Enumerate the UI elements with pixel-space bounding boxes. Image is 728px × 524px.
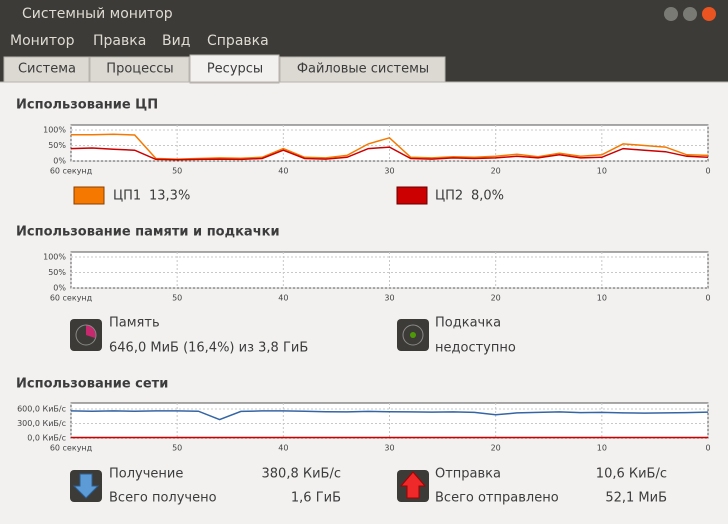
series-line [70, 410, 709, 421]
x-tick-label: 20 [491, 167, 501, 176]
receive-value: 380,8 КиБ/с [262, 467, 341, 482]
tab-label[interactable]: Ресурсы [207, 62, 263, 77]
tab-label[interactable]: Файловые системы [297, 62, 429, 77]
close-button[interactable] [702, 7, 716, 21]
x-tick-label: 50 [172, 444, 182, 453]
send-icon[interactable] [397, 470, 429, 502]
memory-icon[interactable] [70, 319, 102, 351]
window-title: Системный монитор [22, 6, 173, 22]
maximize-button[interactable] [683, 7, 697, 21]
x-tick-label: 10 [597, 167, 607, 176]
x-tick-label: 40 [278, 444, 288, 453]
x-tick-label: 30 [384, 444, 394, 453]
network-chart: 600,0 КиБ/с 300,0 КиБ/с 0,0 КиБ/с60 секунд… [17, 402, 711, 453]
menu-item[interactable]: Вид [162, 33, 190, 49]
y-tick-label: 50% [48, 141, 66, 150]
y-tick-label: 0% [53, 284, 66, 293]
y-tick-label: 300,0 КиБ/с [17, 419, 66, 428]
menu-item[interactable]: Справка [207, 33, 269, 49]
minimize-button[interactable] [664, 7, 678, 21]
y-tick-label: 0,0 КиБ/с [27, 434, 66, 443]
menu-item[interactable]: Правка [93, 33, 146, 49]
swap-detail: недоступно [435, 341, 516, 356]
send-total: 52,1 МиБ [605, 491, 667, 506]
x-tick-label: 10 [597, 444, 607, 453]
x-tick-label: 30 [384, 167, 394, 176]
tab-label[interactable]: Система [18, 62, 76, 77]
legend-value: 13,3% [149, 189, 190, 204]
x-tick-label: 50 [172, 294, 182, 303]
x-tick-label: 40 [278, 167, 288, 176]
x-tick-label: 60 секунд [50, 167, 93, 176]
y-tick-label: 50% [48, 268, 66, 277]
tab[interactable] [189, 54, 280, 84]
receive-total: 1,6 ГиБ [291, 491, 341, 506]
menu-item[interactable]: Монитор [10, 33, 75, 49]
x-tick-label: 60 секунд [50, 294, 93, 303]
x-tick-label: 30 [384, 294, 394, 303]
legend-swatch[interactable] [73, 186, 105, 205]
y-tick-label: 0% [53, 157, 66, 166]
x-tick-label: 20 [491, 444, 501, 453]
send-total-label: Всего отправлено [435, 491, 559, 506]
section-title: Использование памяти и подкачки [16, 225, 280, 240]
send-value: 10,6 КиБ/с [596, 467, 667, 482]
x-tick-label: 60 секунд [50, 444, 93, 453]
tabs: Система Процессы Ресурсы Файловые системы [3, 54, 446, 84]
section-title: Использование ЦП [16, 98, 158, 113]
y-tick-label: 600,0 КиБ/с [17, 405, 66, 414]
section-title: Использование сети [16, 377, 168, 392]
title-and-menu-bar [0, 0, 728, 55]
x-tick-label: 20 [491, 294, 501, 303]
tab-label[interactable]: Процессы [106, 62, 173, 77]
legend-label: ЦП2 [435, 189, 463, 204]
tab[interactable] [3, 56, 90, 83]
series-line [70, 146, 709, 161]
receive-icon[interactable] [70, 470, 102, 502]
receive-label: Получение [109, 467, 183, 482]
legend-label: ЦП1 [113, 189, 141, 204]
window-buttons[interactable] [664, 7, 716, 21]
memory-chart: 100% 50% 0%60 секунд 50 40 30 20 10 0 [43, 251, 711, 303]
x-tick-label: 50 [172, 167, 182, 176]
x-tick-label: 40 [278, 294, 288, 303]
send-label: Отправка [435, 467, 501, 482]
receive-total-label: Всего получено [109, 491, 217, 506]
memory-label: Память [109, 316, 160, 331]
y-tick-label: 100% [43, 253, 66, 262]
swap-icon[interactable] [397, 319, 429, 351]
swap-label: Подкачка [435, 316, 501, 331]
cpu-chart: 100% 50% 0%60 секунд 50 40 30 20 10 0 [43, 124, 711, 176]
memory-detail: 646,0 МиБ (16,4%) из 3,8 ГиБ [109, 341, 308, 356]
x-tick-label: 0 [705, 294, 710, 303]
x-tick-label: 0 [705, 444, 710, 453]
x-tick-label: 10 [597, 294, 607, 303]
x-tick-label: 0 [705, 167, 710, 176]
legend-swatch[interactable] [396, 186, 428, 205]
y-tick-label: 100% [43, 126, 66, 135]
legend-value: 8,0% [471, 189, 504, 204]
